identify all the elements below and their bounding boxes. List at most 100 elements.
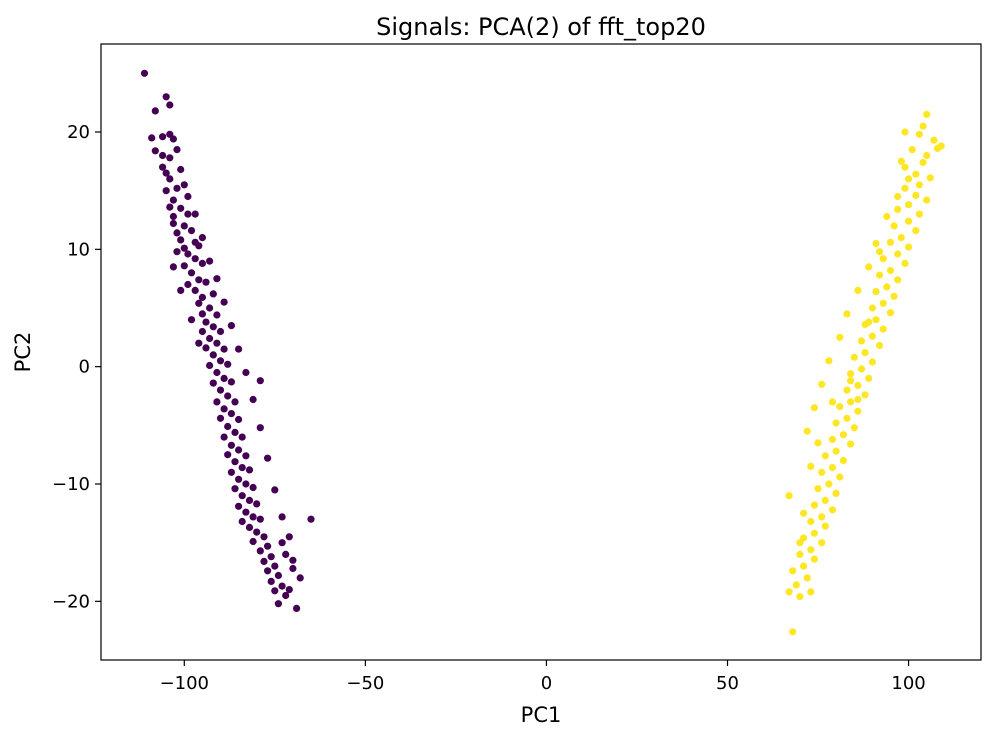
scatter-point [274, 600, 282, 608]
scatter-point [792, 581, 800, 589]
scatter-point [847, 440, 855, 448]
scatter-point [249, 537, 257, 546]
scatter-point [843, 310, 851, 318]
scatter-point [850, 424, 858, 432]
scatter-point [886, 238, 895, 246]
scatter-point [857, 365, 866, 373]
scatter-point [260, 557, 268, 566]
scatter-point [180, 181, 188, 189]
scatter-point [187, 269, 196, 277]
scatter-point [789, 567, 797, 575]
scatter-point [173, 248, 181, 256]
scatter-point [264, 567, 272, 575]
scatter-point [206, 334, 214, 343]
scatter-point [166, 203, 174, 211]
scatter-point [923, 151, 931, 160]
scatter-point [865, 263, 873, 271]
scatter-point [238, 464, 246, 472]
scatter-point [883, 283, 891, 291]
scatter-point [169, 135, 177, 143]
scatter-point [796, 593, 804, 601]
scatter-point [195, 276, 203, 284]
scatter-point [227, 322, 235, 330]
y-tick-label: 20 [67, 122, 90, 143]
y-tick-label: −10 [52, 474, 90, 495]
plot-area-frame [100, 43, 982, 661]
scatter-point [901, 163, 909, 171]
y-axis-ticks: −20 −10 0 10 20 [52, 122, 101, 612]
scatter-point [274, 571, 282, 580]
scatter-point [242, 452, 250, 460]
scatter-point [235, 415, 243, 424]
scatter-point [282, 591, 290, 600]
scatter-point [847, 370, 855, 378]
scatter-point [267, 553, 275, 561]
scatter-point [930, 136, 938, 144]
scatter-point [198, 259, 206, 267]
scatter-point [912, 191, 920, 199]
scatter-point [216, 327, 225, 336]
scatter-point [213, 368, 221, 377]
y-axis-label: PC2 [11, 332, 35, 373]
scatter-point [151, 107, 159, 115]
scatter-point [191, 286, 199, 294]
scatter-point [828, 398, 837, 406]
scatter-point [242, 508, 250, 516]
scatter-point [865, 318, 873, 326]
scatter-point [220, 298, 228, 306]
scatter-point [818, 513, 826, 521]
scatter-point [260, 533, 268, 541]
scatter-point [894, 205, 902, 213]
scatter-point [810, 529, 819, 537]
scatter-points [140, 69, 945, 636]
scatter-point [872, 316, 880, 324]
scatter-point [198, 293, 206, 301]
scatter-point [198, 234, 206, 242]
x-tick-label: −100 [160, 673, 209, 694]
scatter-point [206, 257, 214, 265]
scatter-point [166, 154, 174, 162]
scatter-point [912, 227, 920, 235]
scatter-point [231, 458, 239, 466]
scatter-point [235, 446, 243, 454]
scatter-point [253, 528, 261, 536]
scatter-point [249, 513, 257, 521]
scatter-point [271, 486, 279, 494]
scatter-point [224, 392, 232, 400]
scatter-point [180, 262, 188, 270]
scatter-point [821, 496, 829, 504]
scatter-point [868, 304, 877, 312]
scatter-point [209, 323, 217, 331]
scatter-point [865, 374, 873, 382]
scatter-point [278, 513, 286, 521]
scatter-point [912, 170, 920, 178]
scatter-point [818, 539, 826, 547]
scatter-point [886, 266, 895, 275]
scatter-point [868, 358, 877, 366]
scatter-point [235, 475, 243, 483]
scatter-point [173, 229, 181, 237]
x-tick-label: 50 [716, 673, 739, 694]
scatter-point [879, 299, 887, 307]
scatter-point [195, 339, 203, 347]
scatter-point [209, 290, 217, 298]
scatter-point [847, 377, 855, 385]
scatter-point [915, 210, 924, 218]
scatter-point [202, 344, 210, 352]
scatter-point [803, 574, 811, 582]
scatter-point [162, 169, 170, 177]
scatter-point [832, 447, 840, 455]
scatter-point [832, 419, 840, 427]
scatter-point [238, 433, 246, 441]
scatter-point [807, 462, 815, 470]
scatter-point [828, 435, 837, 443]
scatter-point [278, 582, 286, 590]
scatter-point [242, 480, 250, 488]
x-axis-ticks: −100 −50 0 50 100 [160, 660, 926, 694]
scatter-point [810, 555, 819, 563]
scatter-point [231, 428, 239, 436]
scatter-point [191, 255, 199, 263]
scatter-point [242, 368, 250, 377]
scatter-point [206, 361, 214, 370]
scatter-point [267, 577, 275, 586]
